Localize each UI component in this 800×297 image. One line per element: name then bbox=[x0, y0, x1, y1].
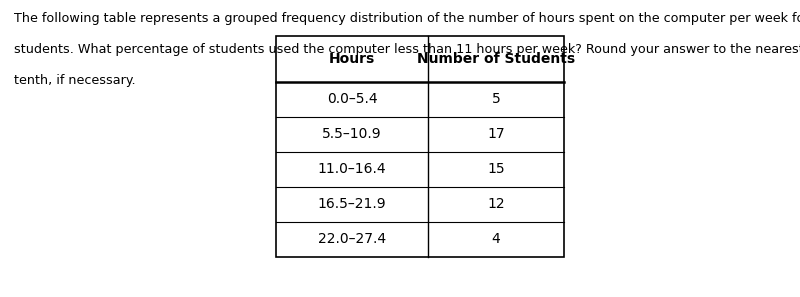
Text: 16.5–21.9: 16.5–21.9 bbox=[318, 197, 386, 211]
Text: 4: 4 bbox=[492, 232, 500, 247]
Text: 15: 15 bbox=[487, 162, 505, 176]
Text: tenth, if necessary.: tenth, if necessary. bbox=[14, 74, 136, 87]
Text: 11.0–16.4: 11.0–16.4 bbox=[318, 162, 386, 176]
Text: 22.0–27.4: 22.0–27.4 bbox=[318, 232, 386, 247]
Text: Hours: Hours bbox=[329, 52, 375, 66]
Text: The following table represents a grouped frequency distribution of the number of: The following table represents a grouped… bbox=[14, 12, 800, 25]
Text: 0.0–5.4: 0.0–5.4 bbox=[326, 92, 378, 106]
Bar bbox=[276, 36, 564, 257]
Text: 17: 17 bbox=[487, 127, 505, 141]
Text: 5: 5 bbox=[492, 92, 500, 106]
Text: Number of Students: Number of Students bbox=[417, 52, 575, 66]
Text: students. What percentage of students used the computer less than 11 hours per w: students. What percentage of students us… bbox=[14, 43, 800, 56]
Text: 5.5–10.9: 5.5–10.9 bbox=[322, 127, 382, 141]
Text: 12: 12 bbox=[487, 197, 505, 211]
